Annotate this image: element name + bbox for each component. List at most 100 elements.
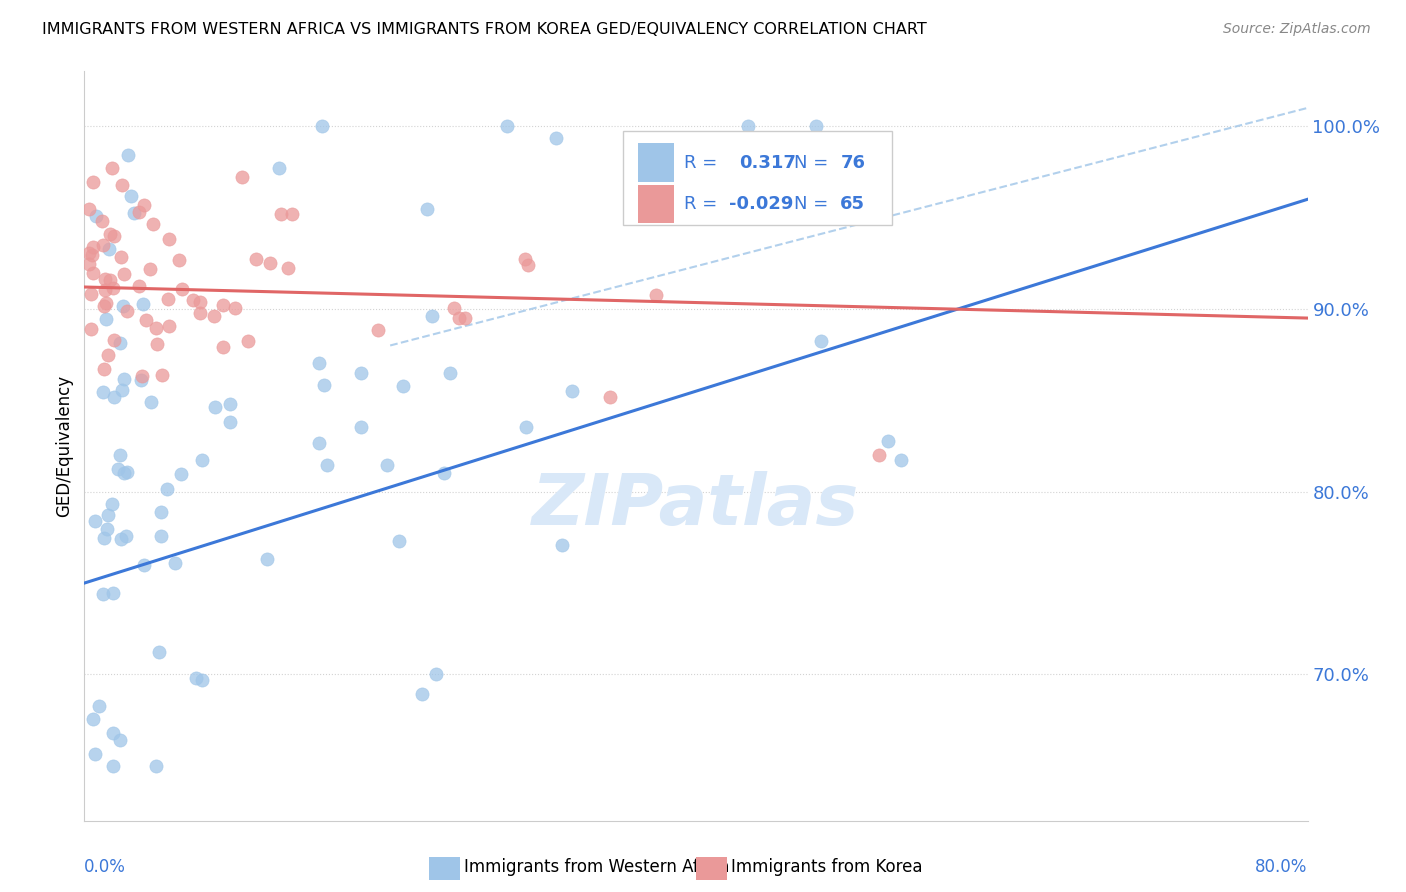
Point — [107, 462, 129, 476]
Point — [416, 202, 439, 217]
Point — [80, 322, 103, 336]
Point — [87, 698, 110, 713]
Point — [117, 148, 139, 162]
Point — [103, 586, 125, 600]
Point — [93, 532, 115, 546]
Point — [103, 229, 125, 244]
Point — [157, 293, 180, 307]
Point — [115, 304, 138, 318]
Point — [128, 205, 150, 219]
Point — [142, 217, 165, 231]
Point — [129, 373, 152, 387]
Point — [599, 390, 621, 404]
Point — [128, 279, 150, 293]
Point — [188, 295, 211, 310]
Point — [79, 286, 101, 301]
FancyBboxPatch shape — [638, 185, 673, 224]
Point — [120, 188, 142, 202]
Point — [231, 169, 253, 184]
Point — [82, 248, 104, 262]
Point — [131, 369, 153, 384]
Point — [108, 335, 131, 350]
Point — [148, 645, 170, 659]
Point — [82, 175, 104, 189]
Point — [111, 299, 134, 313]
Point — [392, 378, 415, 392]
Point — [211, 340, 233, 354]
Text: Source: ZipAtlas.com: Source: ZipAtlas.com — [1223, 22, 1371, 37]
Point — [191, 453, 214, 467]
Text: N =: N = — [794, 153, 828, 171]
Point — [122, 206, 145, 220]
Text: Immigrants from Western Africa: Immigrants from Western Africa — [464, 858, 730, 876]
Point — [101, 497, 124, 511]
Point — [737, 119, 759, 133]
Point — [312, 377, 335, 392]
Text: 0.0%: 0.0% — [84, 858, 127, 876]
Point — [145, 321, 167, 335]
Point — [112, 372, 135, 386]
Point — [311, 119, 333, 133]
Point — [184, 671, 207, 685]
Point — [96, 311, 118, 326]
Point — [513, 252, 536, 267]
Point — [202, 309, 225, 323]
Point — [218, 397, 240, 411]
Point — [97, 348, 120, 362]
Point — [165, 556, 187, 570]
Point — [101, 280, 124, 294]
Point — [139, 395, 162, 409]
Point — [218, 415, 240, 429]
Point — [96, 522, 118, 536]
Point — [93, 237, 115, 252]
Point — [388, 534, 411, 549]
Point — [132, 198, 155, 212]
Point — [157, 318, 180, 333]
Point — [91, 587, 114, 601]
Point — [270, 207, 292, 221]
Point — [224, 301, 246, 316]
Point — [256, 552, 278, 566]
Point — [101, 161, 124, 176]
Point — [82, 266, 104, 280]
Point — [103, 333, 125, 347]
Point — [79, 245, 101, 260]
Text: IMMIGRANTS FROM WESTERN AFRICA VS IMMIGRANTS FROM KOREA GED/EQUIVALENCY CORRELAT: IMMIGRANTS FROM WESTERN AFRICA VS IMMIGR… — [42, 22, 927, 37]
Point — [139, 262, 162, 277]
Point — [238, 334, 260, 349]
FancyBboxPatch shape — [623, 131, 891, 225]
Point — [84, 747, 107, 761]
Point — [157, 232, 180, 246]
Point — [188, 306, 211, 320]
Point — [117, 465, 139, 479]
Point — [98, 227, 121, 241]
Point — [112, 267, 135, 281]
Point — [277, 261, 299, 276]
Point — [170, 467, 193, 481]
Point — [454, 310, 477, 325]
Point — [93, 284, 115, 298]
Point — [551, 538, 574, 552]
Point — [108, 448, 131, 462]
Point — [84, 514, 107, 528]
Text: R =: R = — [683, 195, 717, 213]
Point — [204, 400, 226, 414]
Point — [94, 272, 117, 286]
Point — [561, 384, 583, 399]
Point — [191, 673, 214, 687]
Point — [82, 240, 104, 254]
Point — [181, 293, 204, 308]
Point — [98, 273, 121, 287]
Point — [79, 202, 101, 216]
Point — [267, 161, 290, 175]
Point — [110, 250, 132, 264]
Point — [439, 366, 461, 380]
Point — [350, 366, 373, 380]
Point — [98, 242, 121, 256]
Point — [645, 287, 668, 301]
Point — [375, 458, 398, 473]
Point — [167, 252, 190, 267]
Point — [93, 299, 115, 313]
Point — [103, 726, 125, 740]
Text: 80.0%: 80.0% — [1256, 858, 1308, 876]
